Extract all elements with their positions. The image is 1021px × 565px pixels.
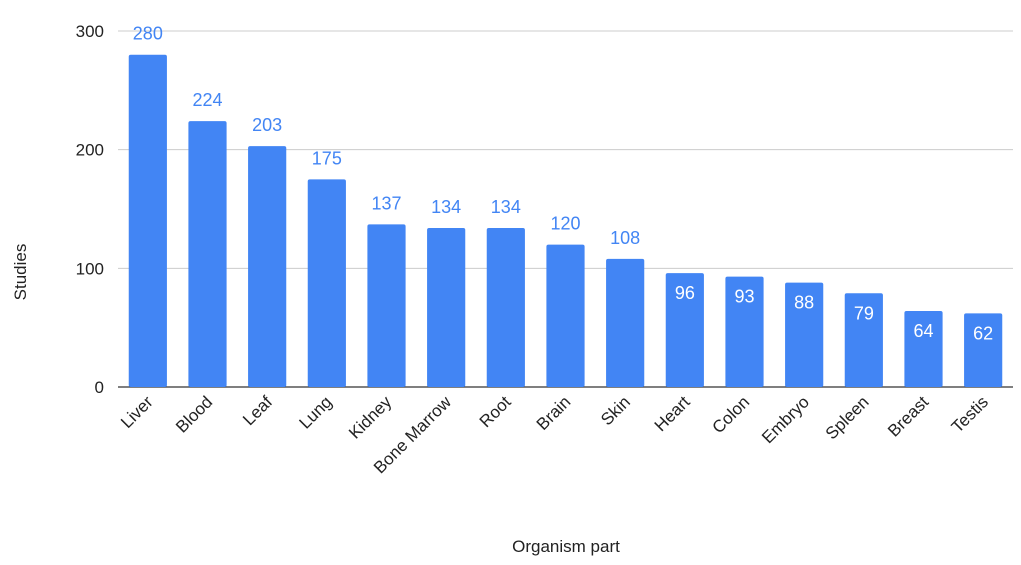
data-label: 203 — [252, 115, 282, 135]
x-tick-label: Brain — [533, 392, 574, 433]
bar-leaf — [248, 146, 287, 387]
x-tick-label: Kidney — [345, 392, 396, 443]
bar-colon — [725, 276, 764, 387]
x-tick-label: Embryo — [758, 392, 813, 447]
data-label: 79 — [854, 303, 874, 323]
bar-heart — [665, 273, 704, 387]
x-tick-label: Colon — [708, 392, 753, 437]
data-label: 120 — [550, 214, 580, 234]
data-label: 134 — [491, 197, 521, 217]
bar-bone-marrow — [427, 227, 466, 387]
x-tick-label: Breast — [884, 392, 932, 440]
bar-lung — [307, 179, 346, 387]
x-tick-label: Heart — [651, 392, 694, 435]
data-label: 134 — [431, 197, 461, 217]
bars — [128, 54, 1003, 387]
bar-spleen — [844, 293, 883, 387]
y-tick-label: 200 — [76, 141, 104, 160]
x-tick-label: Lung — [295, 392, 335, 432]
y-tick-label: 100 — [76, 259, 104, 278]
bar-skin — [606, 258, 645, 387]
data-label: 96 — [675, 283, 695, 303]
y-axis-ticks: 0 100 200 300 — [76, 22, 104, 397]
data-label: 224 — [192, 90, 222, 110]
data-label: 175 — [312, 148, 342, 168]
x-axis-title: Organism part — [512, 537, 620, 556]
y-tick-label: 300 — [76, 22, 104, 41]
bar-kidney — [367, 224, 406, 387]
bar-embryo — [785, 282, 824, 387]
x-tick-label: Skin — [597, 392, 634, 429]
x-tick-label: Leaf — [239, 392, 276, 429]
data-labels: 280 224 203 175 137 134 134 120 108 96 93 88 79 64 62 — [133, 24, 993, 344]
data-label: 137 — [371, 193, 401, 213]
bar-liver — [128, 54, 167, 387]
x-tick-label: Root — [476, 392, 515, 431]
x-tick-label: Liver — [117, 392, 157, 432]
y-tick-label: 0 — [95, 378, 104, 397]
bar-brain — [546, 244, 585, 387]
data-label: 280 — [133, 24, 163, 44]
data-label: 88 — [794, 293, 814, 313]
data-label: 64 — [913, 321, 933, 341]
bar-blood — [188, 121, 227, 387]
x-tick-label: Blood — [172, 392, 216, 436]
y-axis-title: Studies — [11, 244, 30, 301]
data-label: 93 — [734, 287, 754, 307]
x-tick-label: Spleen — [822, 392, 873, 443]
bar-breast — [904, 311, 943, 387]
data-label: 62 — [973, 323, 993, 343]
bar-root — [486, 227, 525, 387]
bar-testis — [964, 313, 1003, 387]
x-tick-label: Testis — [948, 392, 992, 436]
data-label: 108 — [610, 228, 640, 248]
